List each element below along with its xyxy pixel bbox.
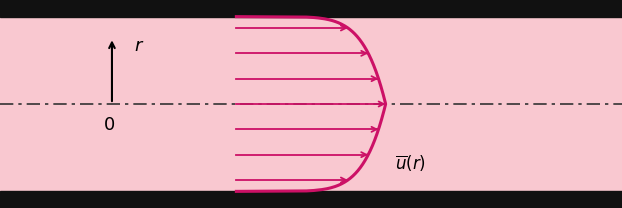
Bar xyxy=(0,191,622,208)
Text: $\overline{u}(r)$: $\overline{u}(r)$ xyxy=(395,154,426,174)
Text: $0$: $0$ xyxy=(103,116,115,135)
Bar xyxy=(0,0,622,17)
Text: $r$: $r$ xyxy=(134,37,144,55)
